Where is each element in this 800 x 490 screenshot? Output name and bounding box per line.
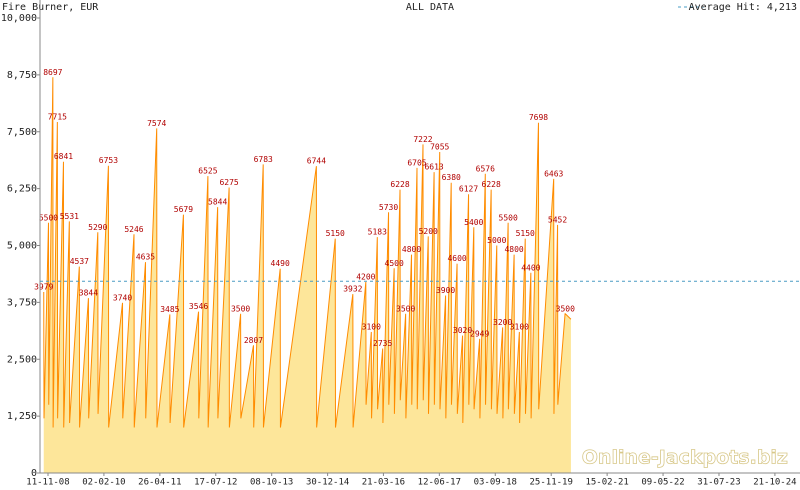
y-tick-label: 0 bbox=[31, 468, 37, 479]
value-label: 6753 bbox=[99, 156, 118, 165]
value-label: 2807 bbox=[244, 336, 263, 345]
x-tick-label: 03-09-18 bbox=[474, 478, 517, 488]
x-tick-label: 26-04-11 bbox=[138, 478, 181, 488]
value-label: 4500 bbox=[385, 259, 404, 268]
y-tick-label: 8,750 bbox=[7, 70, 37, 81]
y-tick-label: 3,750 bbox=[7, 297, 37, 308]
watermark: Online-Jackpots.biz bbox=[582, 447, 788, 469]
value-label: 7715 bbox=[48, 112, 67, 121]
chart-subtitle: ALL DATA bbox=[406, 2, 454, 13]
value-label: 3740 bbox=[113, 293, 132, 302]
x-tick-label: 15-02-21 bbox=[585, 478, 628, 488]
value-label: 4200 bbox=[356, 272, 375, 281]
value-label: 4537 bbox=[70, 257, 89, 266]
value-label: 3500 bbox=[556, 304, 575, 313]
value-label: 6380 bbox=[442, 173, 461, 182]
value-label: 8697 bbox=[43, 68, 62, 77]
x-tick-label: 25-11-19 bbox=[530, 478, 573, 488]
value-label: 3900 bbox=[436, 286, 455, 295]
x-tick-label: 30-12-14 bbox=[306, 478, 349, 488]
value-label: 5183 bbox=[368, 228, 387, 237]
value-label: 5246 bbox=[124, 225, 143, 234]
value-label: 6127 bbox=[459, 185, 478, 194]
value-label: 5452 bbox=[548, 215, 567, 224]
value-label: 3546 bbox=[189, 302, 208, 311]
y-tick-label: 7,500 bbox=[7, 127, 37, 138]
value-label: 3500 bbox=[231, 304, 250, 313]
value-label: 4800 bbox=[504, 245, 523, 254]
value-label: 5150 bbox=[516, 229, 535, 238]
value-label: 3200 bbox=[493, 318, 512, 327]
value-label: 4800 bbox=[402, 245, 421, 254]
value-label: 6783 bbox=[254, 155, 273, 164]
value-label: 6525 bbox=[198, 167, 217, 176]
value-label: 6228 bbox=[390, 180, 409, 189]
value-label: 6576 bbox=[476, 164, 495, 173]
chart-title: Fire Burner, EUR bbox=[2, 2, 99, 13]
x-tick-label: 09-05-22 bbox=[641, 478, 684, 488]
y-tick-label: 5,000 bbox=[7, 241, 37, 252]
y-tick-label: 2,500 bbox=[7, 354, 37, 365]
x-tick-label: 08-10-13 bbox=[250, 478, 293, 488]
y-tick-label: 1,250 bbox=[7, 411, 37, 422]
value-label: 5844 bbox=[208, 198, 227, 207]
x-tick-label: 17-07-12 bbox=[194, 478, 237, 488]
area bbox=[43, 77, 571, 473]
value-label: 7222 bbox=[413, 135, 432, 144]
value-label: 3020 bbox=[453, 326, 472, 335]
x-tick-label: 11-11-08 bbox=[26, 478, 69, 488]
value-label: 7055 bbox=[430, 142, 449, 151]
legend-label: Average Hit: 4,213 bbox=[689, 2, 797, 13]
value-label: 2949 bbox=[470, 329, 489, 338]
value-label: 5679 bbox=[174, 205, 193, 214]
value-label: 5531 bbox=[60, 212, 79, 221]
line bbox=[43, 77, 572, 428]
value-label: 5150 bbox=[326, 229, 345, 238]
value-label: 4400 bbox=[521, 263, 540, 272]
value-label: 3500 bbox=[396, 304, 415, 313]
x-tick-label: 21-10-24 bbox=[753, 478, 796, 488]
value-label: 3100 bbox=[510, 322, 529, 331]
value-label: 5400 bbox=[464, 218, 483, 227]
value-label: 4635 bbox=[136, 253, 155, 262]
value-label: 5500 bbox=[499, 213, 518, 222]
value-label: 7574 bbox=[147, 119, 166, 128]
x-tick-label: 21-03-16 bbox=[362, 478, 405, 488]
value-label: 3932 bbox=[343, 285, 362, 294]
value-label: 5000 bbox=[487, 236, 506, 245]
value-label: 6705 bbox=[407, 158, 426, 167]
value-label: 6228 bbox=[482, 180, 501, 189]
value-label: 6841 bbox=[54, 152, 73, 161]
value-label: 2735 bbox=[373, 339, 392, 348]
value-label: 6463 bbox=[544, 169, 563, 178]
value-label: 5290 bbox=[88, 223, 107, 232]
y-tick-label: 10,000 bbox=[1, 13, 37, 24]
value-label: 5500 bbox=[39, 213, 58, 222]
value-label: 4600 bbox=[447, 254, 466, 263]
value-label: 7698 bbox=[529, 113, 548, 122]
value-label: 3844 bbox=[79, 289, 98, 298]
value-label: 3979 bbox=[34, 282, 53, 291]
value-label: 6275 bbox=[219, 178, 238, 187]
value-label: 3485 bbox=[160, 305, 179, 314]
value-label: 4490 bbox=[271, 259, 290, 268]
y-tick-label: 6,250 bbox=[7, 184, 37, 195]
x-tick-label: 02-02-10 bbox=[82, 478, 125, 488]
value-label: 5200 bbox=[419, 227, 438, 236]
value-label: 6744 bbox=[307, 157, 326, 166]
value-label: 6613 bbox=[424, 163, 443, 172]
x-tick-label: 31-07-23 bbox=[697, 478, 740, 488]
value-label: 5730 bbox=[379, 203, 398, 212]
x-tick-label: 12-06-17 bbox=[418, 478, 461, 488]
value-label: 3100 bbox=[362, 322, 381, 331]
